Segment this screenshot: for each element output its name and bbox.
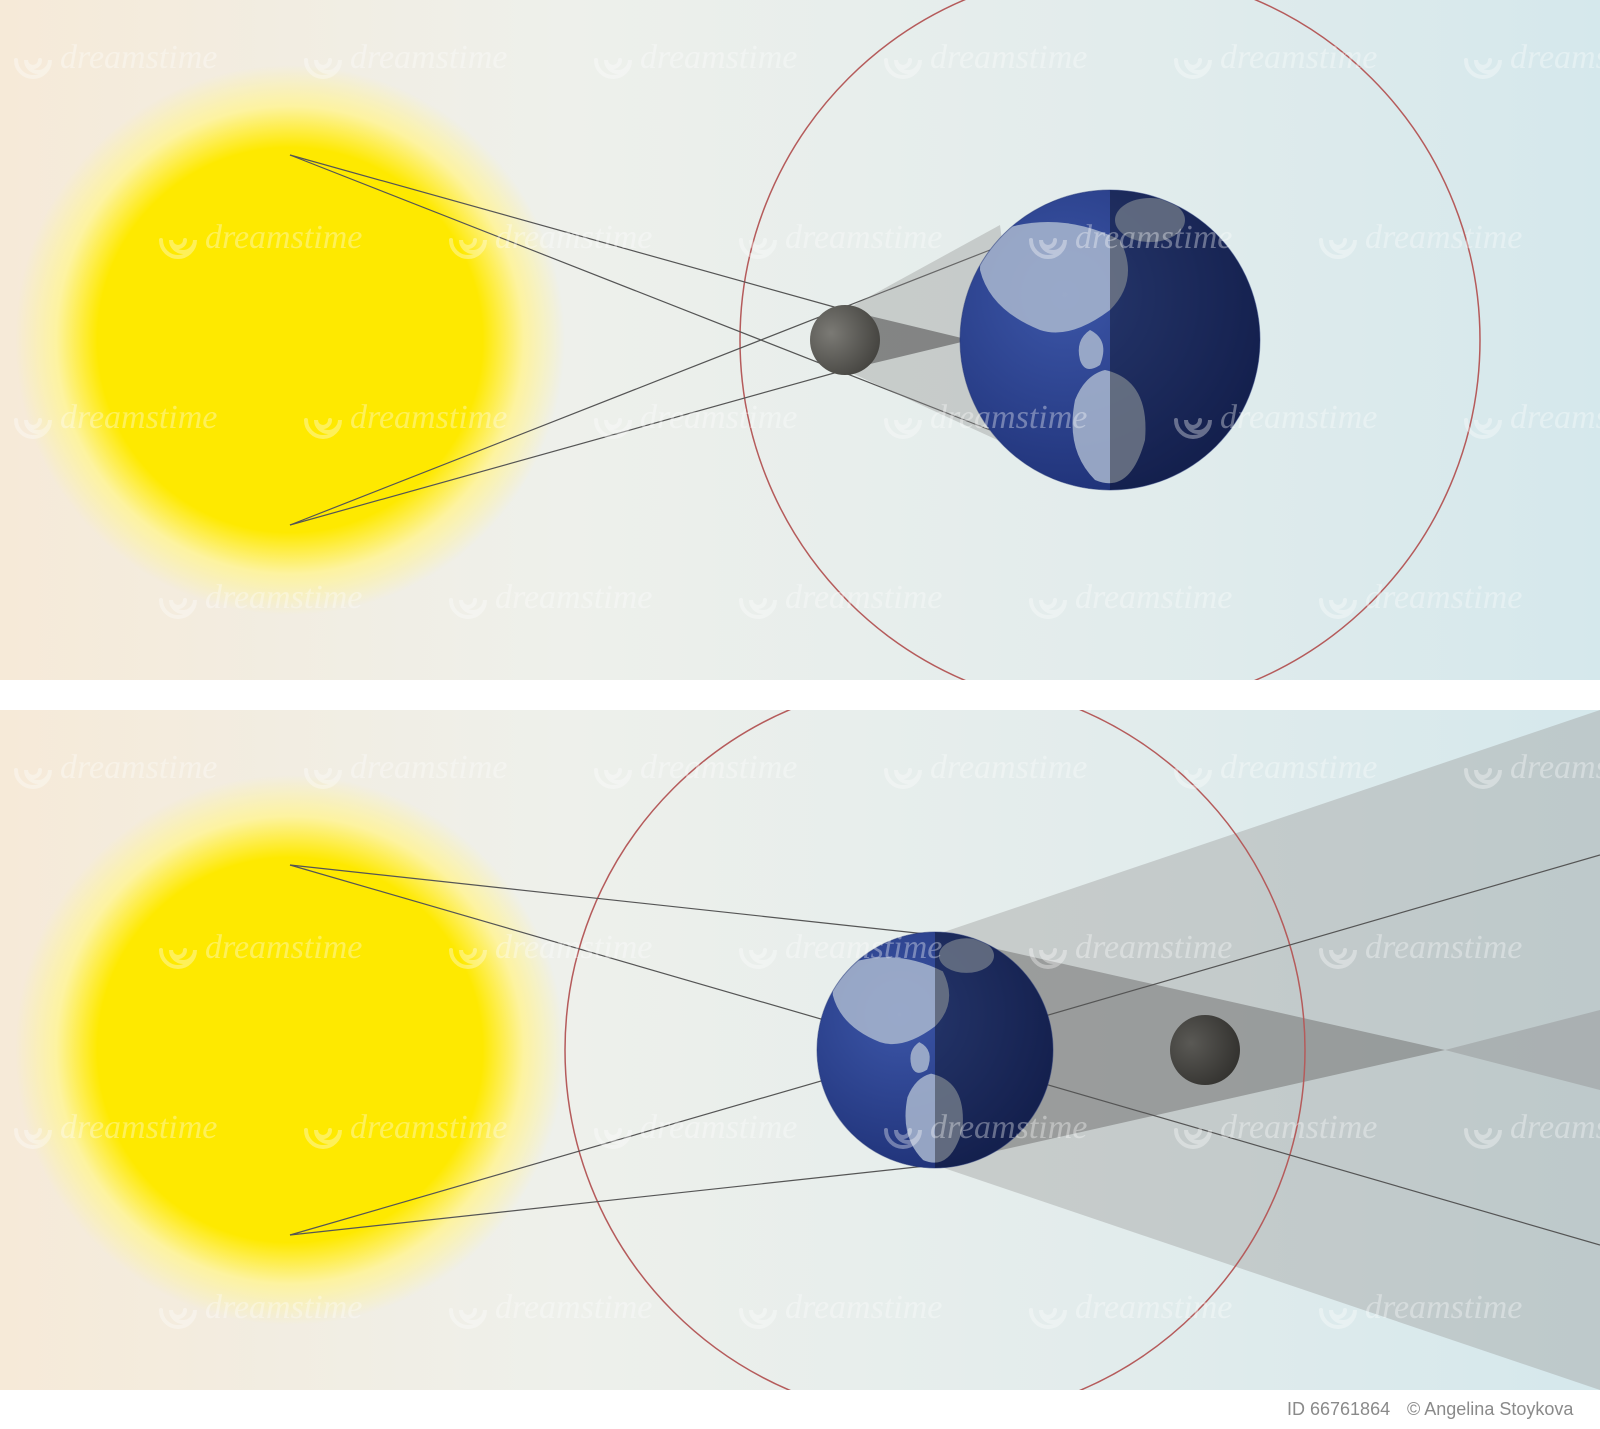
svg-text:dreamstime: dreamstime (60, 39, 217, 76)
sun (15, 65, 565, 615)
moon (1170, 1015, 1240, 1085)
svg-text:dreamstime: dreamstime (350, 1109, 507, 1146)
svg-text:dreamstime: dreamstime (205, 219, 362, 256)
svg-text:dreamstime: dreamstime (495, 1289, 652, 1326)
svg-text:dreamstime: dreamstime (350, 399, 507, 436)
svg-text:dreamstime: dreamstime (1220, 39, 1377, 76)
svg-text:dreamstime: dreamstime (1075, 929, 1232, 966)
svg-text:dreamstime: dreamstime (1510, 1109, 1600, 1146)
svg-text:dreamstime: dreamstime (640, 749, 797, 786)
svg-text:dreamstime: dreamstime (785, 929, 942, 966)
svg-text:dreamstime: dreamstime (1075, 579, 1232, 616)
svg-text:dreamstime: dreamstime (1075, 1289, 1232, 1326)
svg-text:dreamstime: dreamstime (1365, 579, 1522, 616)
lunar-eclipse-panel: dreamstime dreamstime dreamstime dreamstime… (0, 710, 1600, 1390)
solar-eclipse-panel: dreamstime dreamstime dreamstime dreamstime… (0, 0, 1600, 680)
svg-text:dreamstime: dreamstime (1510, 749, 1600, 786)
svg-text:dreamstime: dreamstime (1365, 1289, 1522, 1326)
svg-text:dreamstime: dreamstime (1365, 219, 1522, 256)
svg-text:dreamstime: dreamstime (350, 749, 507, 786)
svg-text:dreamstime: dreamstime (785, 1289, 942, 1326)
svg-text:dreamstime: dreamstime (640, 39, 797, 76)
sun (15, 775, 565, 1325)
svg-text:dreamstime: dreamstime (60, 1109, 217, 1146)
svg-text:dreamstime: dreamstime (640, 399, 797, 436)
svg-text:dreamstime: dreamstime (1075, 219, 1232, 256)
moon (810, 305, 880, 375)
svg-text:dreamstime: dreamstime (785, 219, 942, 256)
svg-text:dreamstime: dreamstime (1220, 399, 1377, 436)
svg-text:dreamstime: dreamstime (205, 579, 362, 616)
svg-text:dreamstime: dreamstime (1510, 399, 1600, 436)
svg-text:dreamstime: dreamstime (1220, 749, 1377, 786)
svg-text:dreamstime: dreamstime (930, 749, 1087, 786)
svg-text:dreamstime: dreamstime (60, 749, 217, 786)
svg-text:dreamstime: dreamstime (785, 579, 942, 616)
svg-text:dreamstime: dreamstime (1510, 39, 1600, 76)
svg-text:dreamstime: dreamstime (495, 929, 652, 966)
svg-text:dreamstime: dreamstime (930, 399, 1087, 436)
svg-text:dreamstime: dreamstime (495, 219, 652, 256)
svg-text:dreamstime: dreamstime (930, 39, 1087, 76)
image-author-label: © Angelina Stoykova (1407, 1399, 1573, 1420)
svg-text:dreamstime: dreamstime (495, 579, 652, 616)
svg-text:dreamstime: dreamstime (930, 1109, 1087, 1146)
svg-text:dreamstime: dreamstime (350, 39, 507, 76)
svg-text:dreamstime: dreamstime (640, 1109, 797, 1146)
image-id-label: ID 66761864 (1287, 1399, 1390, 1420)
svg-text:dreamstime: dreamstime (205, 929, 362, 966)
svg-text:dreamstime: dreamstime (205, 1289, 362, 1326)
svg-text:dreamstime: dreamstime (60, 399, 217, 436)
svg-text:dreamstime: dreamstime (1220, 1109, 1377, 1146)
svg-text:dreamstime: dreamstime (1365, 929, 1522, 966)
